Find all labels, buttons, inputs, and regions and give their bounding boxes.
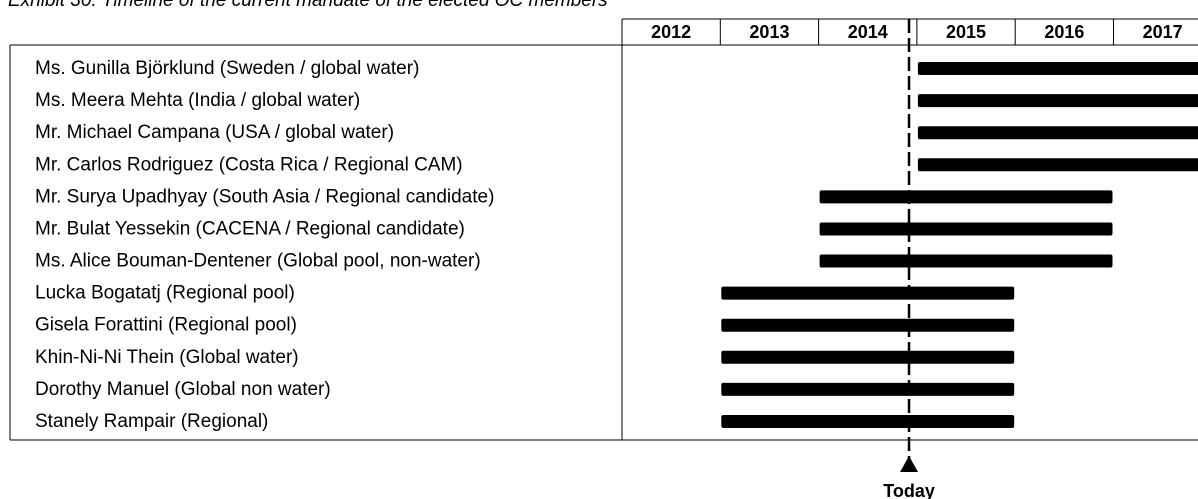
today-label: Today xyxy=(883,481,935,499)
row-label: Ms. Gunilla Björklund (Sweden / global w… xyxy=(35,58,419,79)
today-marker xyxy=(900,456,919,472)
x-tick-label: 2017 xyxy=(1143,22,1183,42)
bar xyxy=(721,382,1015,396)
bar xyxy=(917,94,1198,108)
bar xyxy=(917,158,1198,172)
bar xyxy=(721,318,1015,332)
row-label: Ms. Meera Mehta (India / global water) xyxy=(35,90,360,111)
x-tick-label: 2012 xyxy=(651,22,691,42)
row-label: Mr. Carlos Rodriguez (Costa Rica / Regio… xyxy=(35,154,463,175)
row-label: Ms. Alice Bouman-Dentener (Global pool, … xyxy=(35,251,481,272)
row-label: Stanely Rampair (Regional) xyxy=(35,411,268,432)
row-label: Mr. Surya Upadhyay (South Asia / Regiona… xyxy=(35,186,494,207)
x-tick-label: 2015 xyxy=(946,22,986,42)
bar xyxy=(721,414,1015,428)
bar xyxy=(819,254,1113,268)
bar xyxy=(819,222,1113,236)
x-tick-label: 2013 xyxy=(749,22,789,42)
row-label: Gisela Forattini (Regional pool) xyxy=(35,315,297,336)
row-label: Mr. Michael Campana (USA / global water) xyxy=(35,122,394,143)
row-label: Mr. Bulat Yessekin (CACENA / Regional ca… xyxy=(35,218,465,239)
x-tick-label: 2014 xyxy=(848,22,888,42)
row-label: Dorothy Manuel (Global non water) xyxy=(35,379,331,400)
x-tick-label: 2016 xyxy=(1044,22,1084,42)
chart-title: Exhibit 30: Timeline of the current mand… xyxy=(8,0,608,11)
bar xyxy=(917,126,1198,140)
bar xyxy=(721,286,1015,300)
bar xyxy=(721,350,1015,364)
row-label: Khin-Ni-Ni Thein (Global water) xyxy=(35,347,299,368)
bar xyxy=(819,190,1113,204)
row-label: Lucka Bogatatj (Regional pool) xyxy=(35,283,295,304)
bar xyxy=(917,62,1198,76)
